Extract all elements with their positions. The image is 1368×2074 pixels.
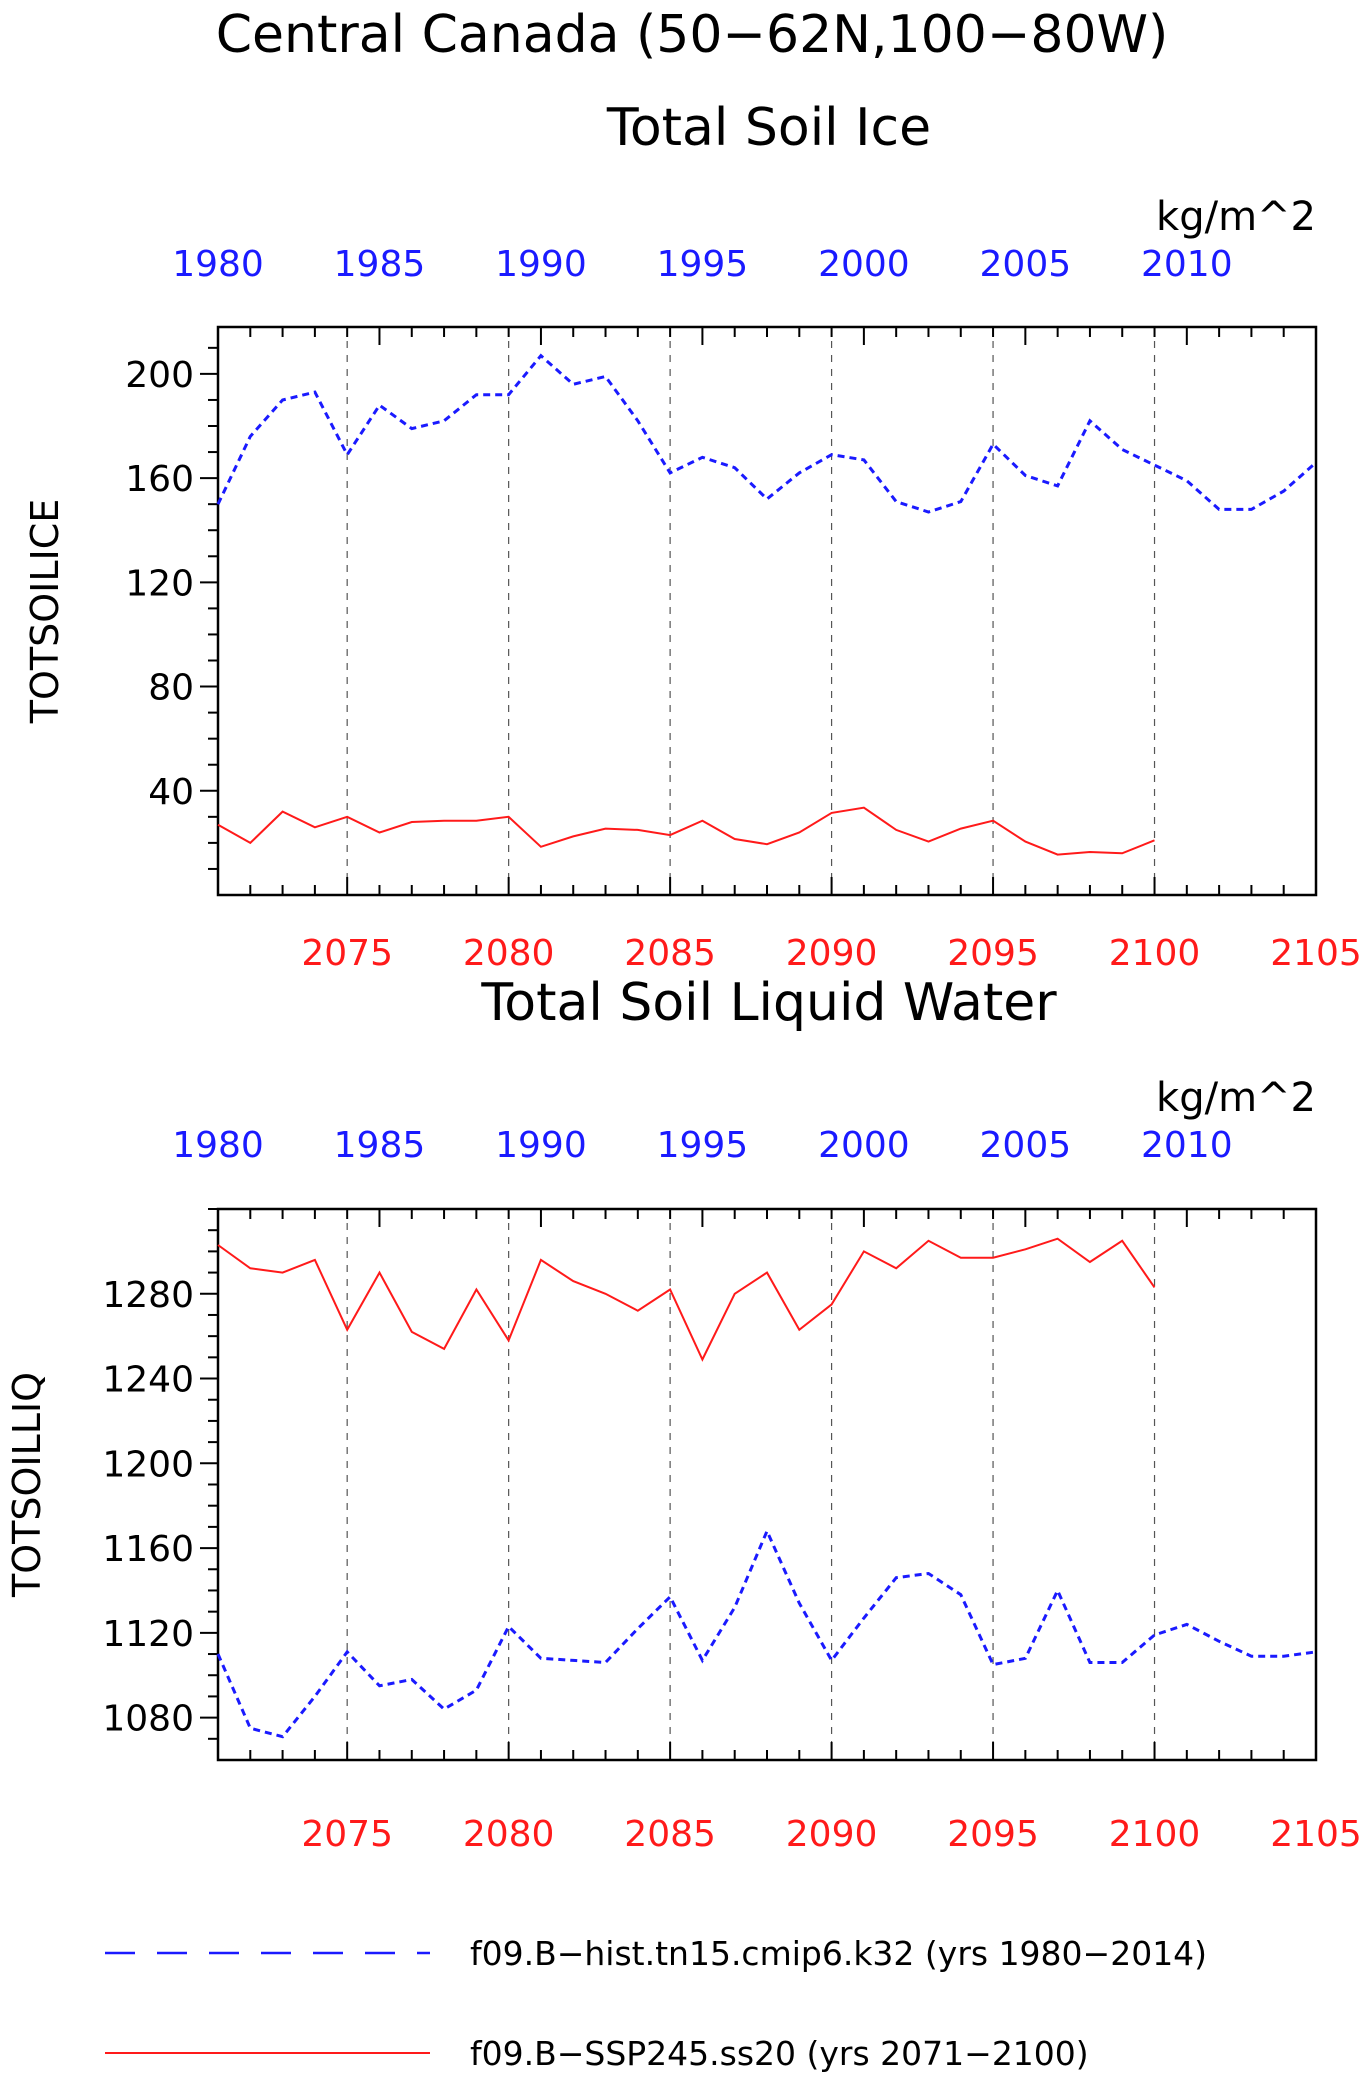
top-tick-label: 2005: [980, 1125, 1072, 1166]
legend-hist-label: f09.B−hist.tn15.cmip6.k32 (yrs 1980−2014…: [470, 1934, 1207, 1973]
chart-panel-soil-ice: kg/m^2 2075 2080 2085 2090 2095 2100 2105 1980 19…: [23, 194, 1362, 974]
y-tick-label: 200: [125, 355, 194, 396]
bottom-tick-label: 2090: [786, 1814, 878, 1855]
top-tick-label: 1985: [334, 1125, 426, 1166]
y-tick-label: 160: [125, 459, 194, 500]
top-tick-label: 2000: [818, 244, 910, 285]
y-axis-label: TOTSOILLIQ: [5, 1372, 49, 1598]
y-tick-label: 40: [148, 772, 194, 813]
chart-title: Total Soil Liquid Water: [480, 973, 1057, 1033]
top-tick-label: 1995: [657, 244, 749, 285]
figure-title-line-2: Total Soil Ice: [606, 98, 931, 158]
top-tick-label: 1980: [172, 244, 264, 285]
y-tick-label: 80: [148, 668, 194, 709]
y-axis-label: TOTSOILICE: [23, 499, 67, 725]
top-tick-label: 1995: [657, 1125, 749, 1166]
y-tick-label: 1080: [102, 1699, 194, 1740]
bottom-tick-label: 2095: [947, 1814, 1039, 1855]
top-tick-label: 1990: [495, 244, 587, 285]
top-tick-label: 2010: [1141, 244, 1233, 285]
y-tick-label: 1280: [102, 1275, 194, 1316]
y-tick-label: 1240: [102, 1360, 194, 1401]
series-line-ssp245: [217, 806, 1155, 856]
units-label: kg/m^2: [1156, 1075, 1316, 1121]
plot-frame: [216, 1207, 1318, 1762]
legend-ssp-label: f09.B−SSP245.ss20 (yrs 2071−2100): [470, 2034, 1089, 2073]
series-line-ssp245: [217, 1237, 1156, 1362]
top-tick-label: 2010: [1141, 1125, 1233, 1166]
bottom-tick-label: 2075: [301, 933, 393, 974]
top-tick-label: 1985: [334, 244, 426, 285]
y-tick-label: 120: [125, 563, 194, 604]
series-line-hist: [216, 353, 1317, 514]
bottom-tick-label: 2085: [624, 933, 716, 974]
legend: f09.B−hist.tn15.cmip6.k32 (yrs 1980−2014…: [105, 1934, 1207, 2073]
figure-title-line-1: Central Canada (50−62N,100−80W): [216, 5, 1169, 65]
bottom-tick-label: 2105: [1270, 1814, 1362, 1855]
y-tick-label: 1160: [102, 1529, 194, 1570]
y-tick-label: 1200: [102, 1444, 194, 1485]
bottom-tick-label: 2100: [1109, 933, 1201, 974]
bottom-tick-label: 2080: [463, 1814, 555, 1855]
bottom-tick-label: 2080: [463, 933, 555, 974]
plot-frame: [216, 325, 1318, 897]
y-tick-label: 1120: [102, 1614, 194, 1655]
bottom-tick-label: 2075: [301, 1814, 393, 1855]
bottom-tick-label: 2085: [624, 1814, 716, 1855]
bottom-tick-label: 2095: [947, 933, 1039, 974]
bottom-tick-label: 2105: [1270, 933, 1362, 974]
bottom-tick-label: 2090: [786, 933, 878, 974]
top-tick-label: 1990: [495, 1125, 587, 1166]
units-label: kg/m^2: [1156, 194, 1316, 240]
top-tick-label: 2000: [818, 1125, 910, 1166]
chart-panel-soil-liquid: Total Soil Liquid Water kg/m^2 2075 2080 208…: [5, 973, 1362, 1855]
top-tick-label: 1980: [172, 1125, 264, 1166]
series-line-hist: [216, 1527, 1317, 1739]
top-tick-label: 2005: [980, 244, 1072, 285]
bottom-tick-label: 2100: [1109, 1814, 1201, 1855]
